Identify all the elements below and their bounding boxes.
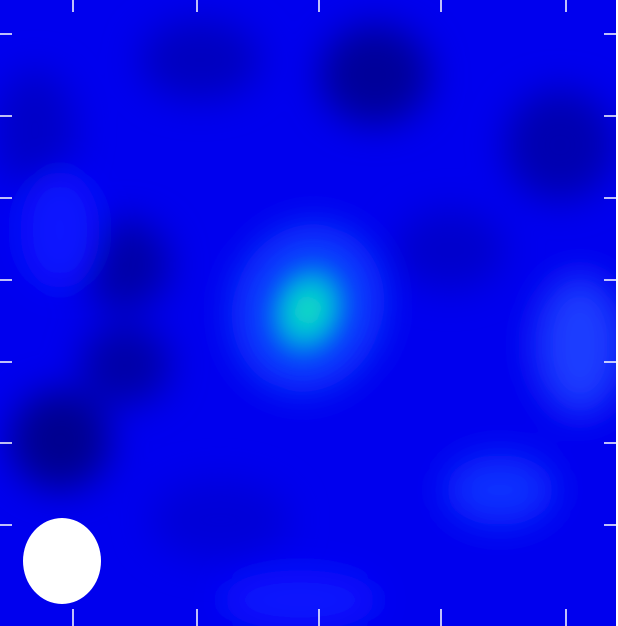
noise-blob [445,455,555,525]
noise-blob [535,275,618,415]
noise-blob [0,70,75,190]
beam-ellipse [23,518,101,604]
noise-blob [80,325,170,405]
noise-blob [395,210,505,290]
right-margin [616,0,618,626]
noise-blob [220,570,380,626]
noise-dark-regions [0,20,615,560]
noise-blob [150,480,290,560]
noise-blob [80,220,170,310]
noise-blob [10,390,110,490]
source-core [251,243,365,377]
noise-blob [505,90,615,200]
noise-blob [20,170,100,290]
noise-bright-regions [20,170,618,626]
central-source [231,224,385,392]
noise-blob [320,25,430,125]
noise-blob [140,20,260,100]
